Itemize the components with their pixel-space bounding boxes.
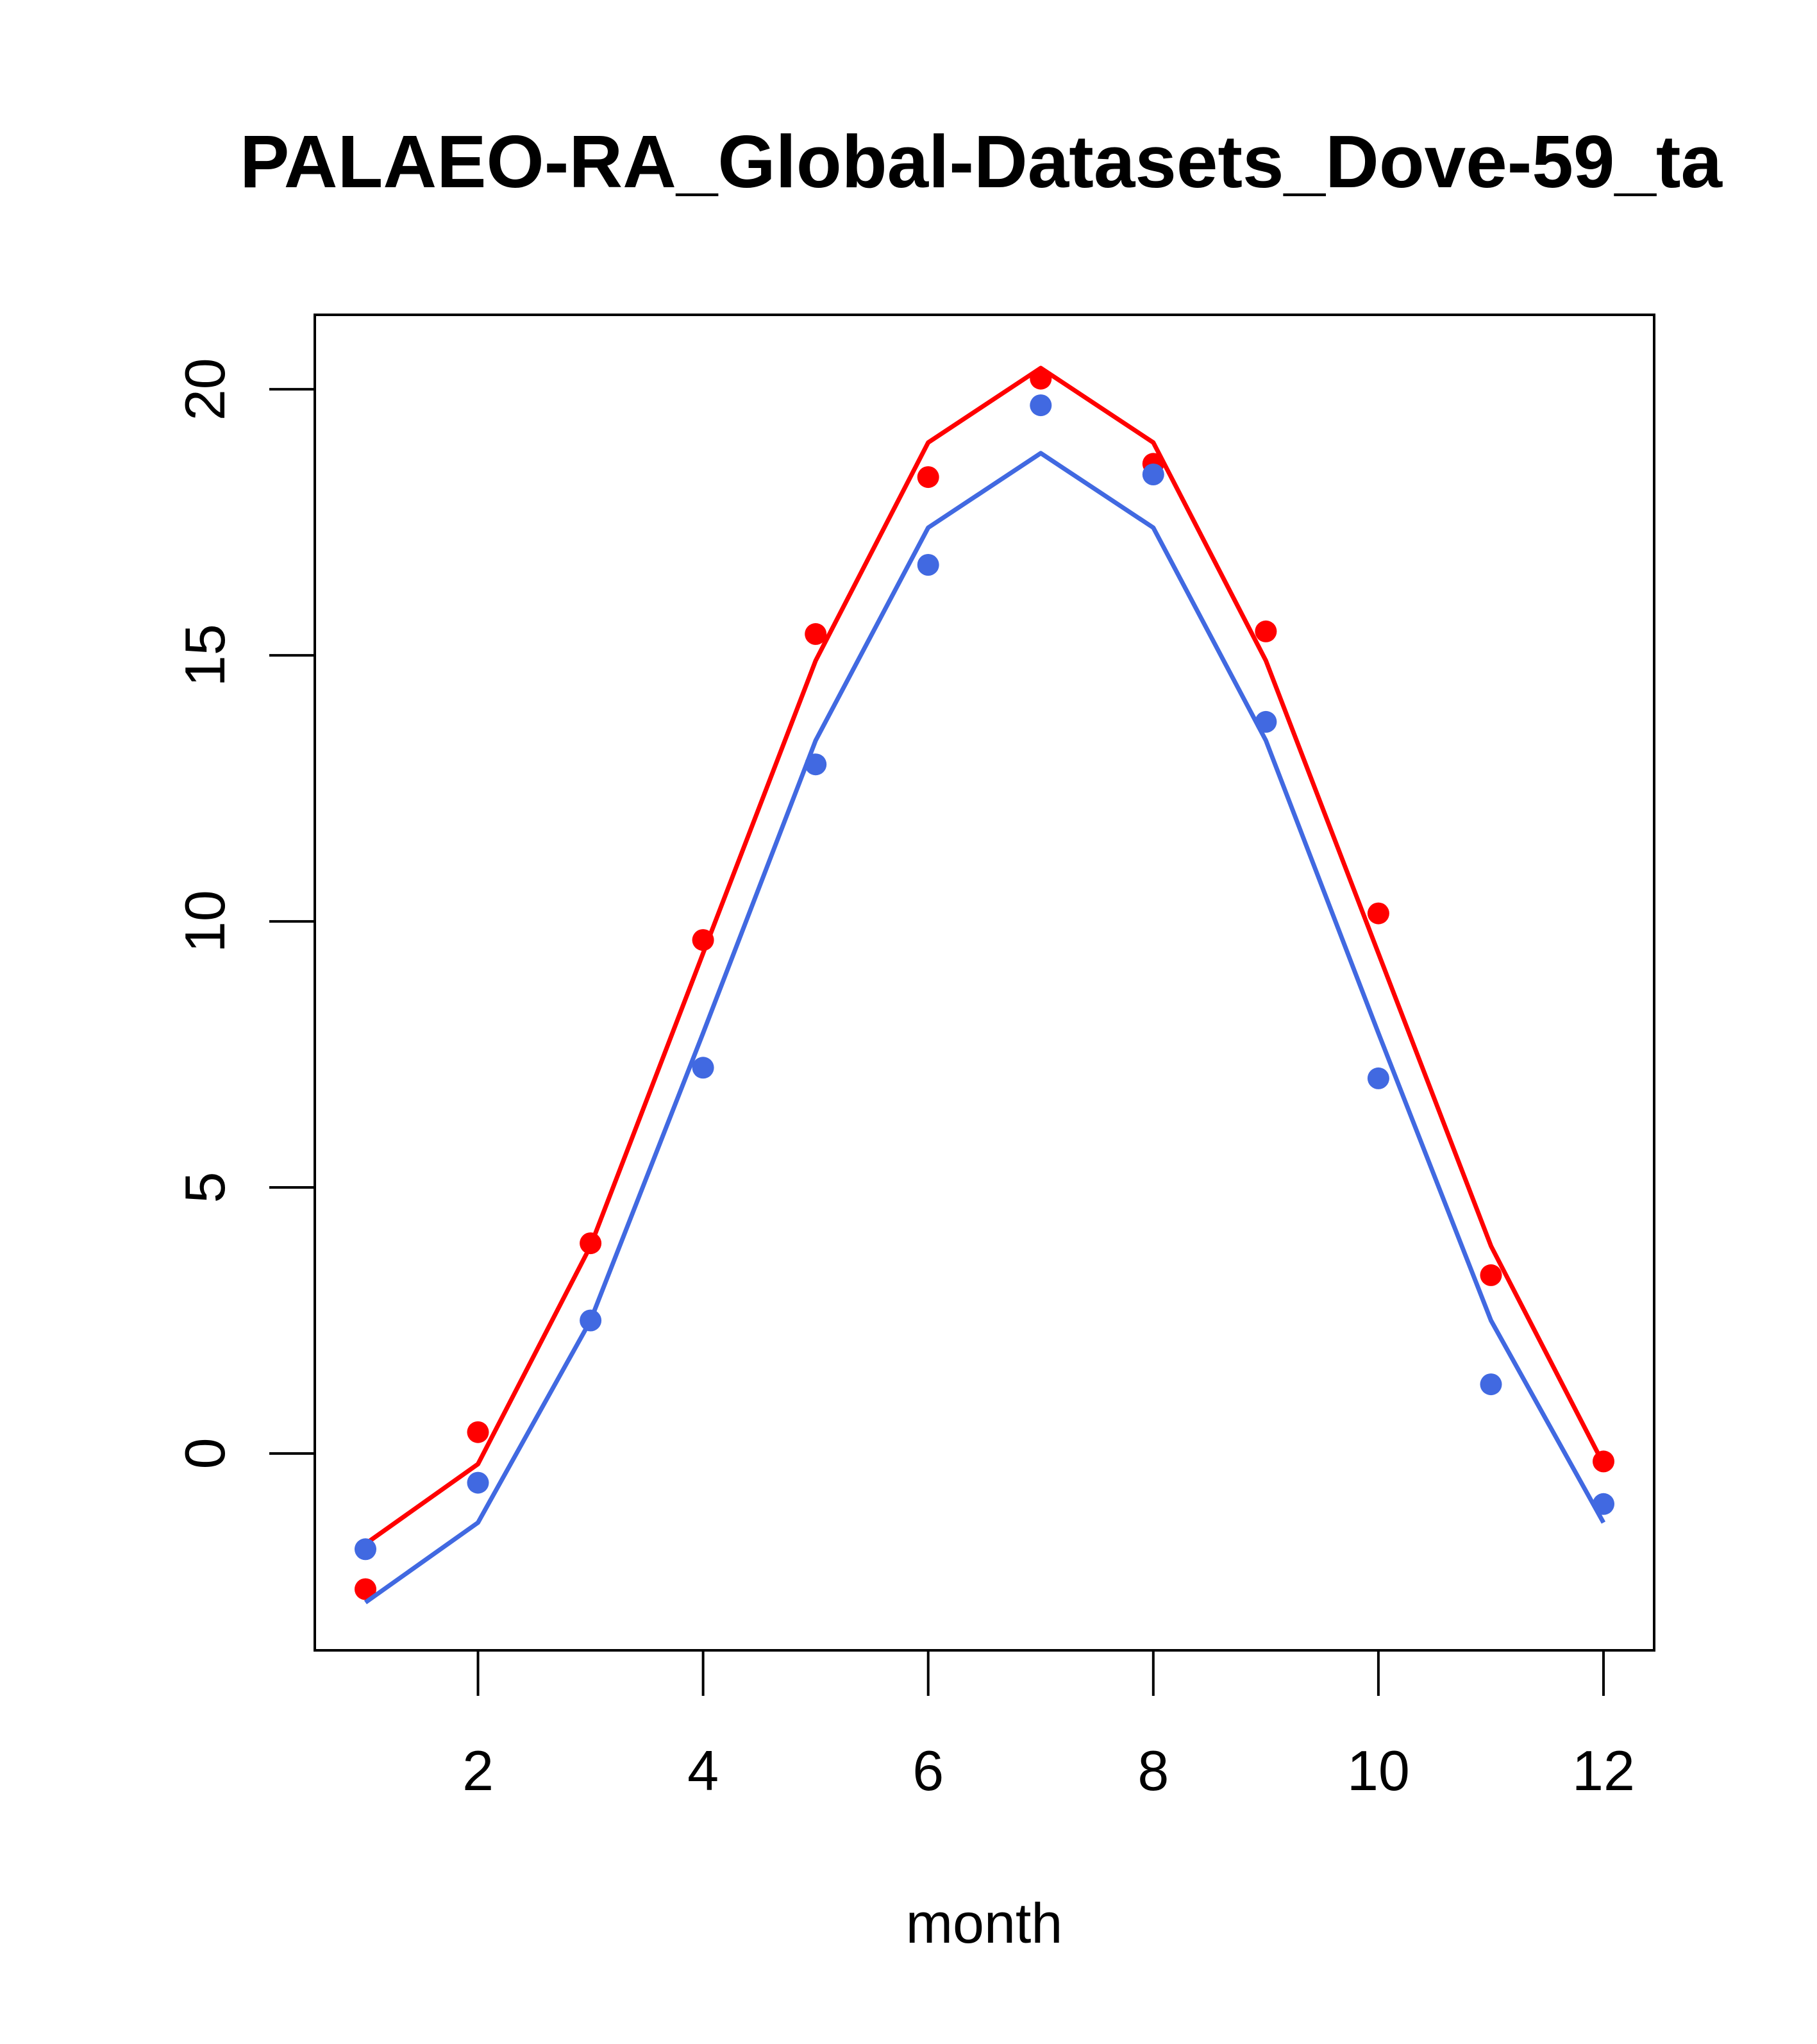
- series-layer: [355, 365, 1614, 1605]
- series-1-point: [467, 1421, 489, 1443]
- series-2-point: [917, 554, 939, 576]
- series-2-point: [580, 1309, 602, 1332]
- series-2-point: [1142, 464, 1164, 485]
- series-1-point: [580, 1232, 602, 1255]
- x-tick-label: 10: [1347, 1739, 1410, 1802]
- chart-title: PALAEO-RA_Global-Datasets_Dove-59_ta: [240, 120, 1723, 203]
- series-1-point: [1030, 367, 1052, 390]
- series-1-point: [692, 929, 714, 951]
- series-2-point: [1030, 394, 1052, 417]
- series-1-point: [917, 466, 939, 489]
- series-2-line: [364, 451, 1606, 1605]
- series-1-point: [1367, 902, 1389, 925]
- series-1-point: [1593, 1450, 1614, 1473]
- series-1-point: [355, 1578, 376, 1600]
- series-1-point: [805, 623, 827, 645]
- series-2-point: [467, 1471, 489, 1494]
- x-tick-label: 2: [462, 1739, 494, 1802]
- y-tick-label: 5: [173, 1172, 237, 1203]
- series-2-point: [355, 1538, 376, 1561]
- series-2-point: [1480, 1373, 1502, 1396]
- x-tick-label: 12: [1572, 1739, 1635, 1802]
- y-tick-label: 20: [173, 358, 237, 421]
- series-2-point: [692, 1057, 714, 1079]
- y-tick-label: 0: [173, 1437, 237, 1469]
- series-2: [355, 394, 1614, 1605]
- x-tick-label: 6: [912, 1739, 944, 1802]
- axis-layer: 2 4 6 8 10 12 0 5 10 15 20: [173, 358, 1635, 1802]
- series-2-point: [805, 753, 827, 776]
- series-1-line: [364, 365, 1606, 1546]
- y-tick-label: 10: [173, 890, 237, 953]
- series-2-point: [1367, 1067, 1389, 1089]
- series-1-point: [1255, 620, 1277, 642]
- series-2-point: [1255, 710, 1277, 733]
- y-tick-label: 15: [173, 624, 237, 687]
- x-tick-label: 8: [1137, 1739, 1169, 1802]
- series-1-point: [1480, 1264, 1502, 1286]
- x-tick-label: 4: [687, 1739, 719, 1802]
- x-axis-label: month: [906, 1891, 1063, 1955]
- series-2-point: [1593, 1493, 1614, 1515]
